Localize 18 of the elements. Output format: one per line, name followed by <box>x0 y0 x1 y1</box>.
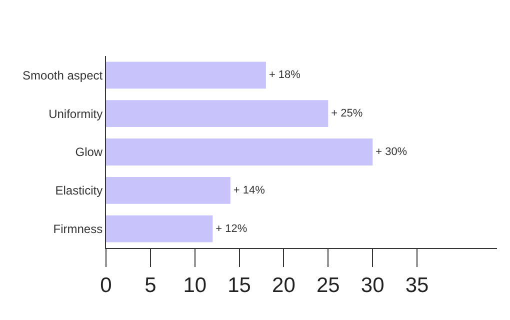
data-label: + 14% <box>233 184 266 196</box>
x-tick-label: 35 <box>405 274 429 298</box>
y-tick-label: Uniformity <box>48 106 103 121</box>
y-tick-label: Glow <box>75 145 103 160</box>
y-tick-label: Firmness <box>53 222 103 236</box>
data-label: + 25% <box>331 108 363 120</box>
data-label: + 30% <box>376 146 408 158</box>
x-tick-label: 15 <box>228 274 251 298</box>
x-tick-label: 10 <box>183 274 207 298</box>
x-tick-label: 20 <box>272 274 296 298</box>
y-tick-label: Elasticity <box>55 184 103 198</box>
x-tick-label: 5 <box>144 274 156 298</box>
x-tick-label: 25 <box>316 274 340 298</box>
data-label: + 12% <box>216 222 248 235</box>
x-tick-label: 30 <box>360 274 384 298</box>
y-tick-label: Smooth aspect <box>22 68 104 82</box>
data-label: + 18% <box>268 69 301 82</box>
x-tick-label: 0 <box>100 274 112 298</box>
